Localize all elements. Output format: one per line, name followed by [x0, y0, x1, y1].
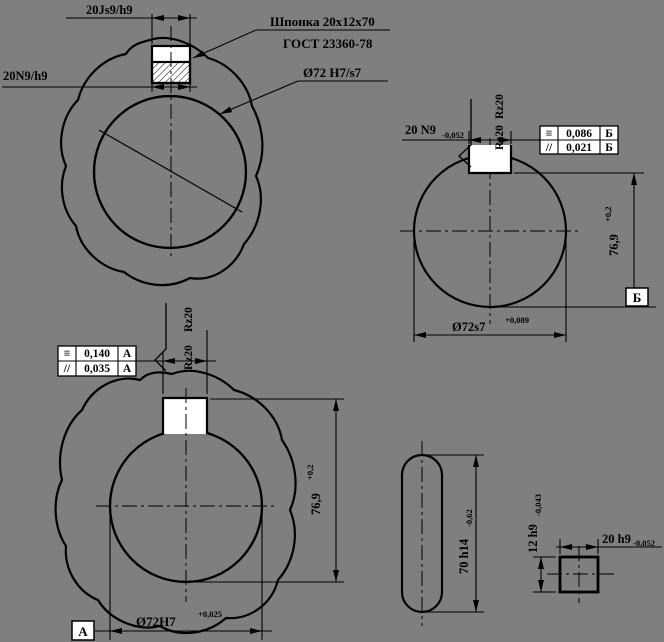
shaft-slot-fit-label: 20N9/h9 [3, 69, 47, 83]
parallelism-datum: Б [605, 142, 613, 154]
datum-box [625, 287, 649, 307]
hub-view: ≡ 0,140 А // 0,035 А Rz20 Rz20 76,9 +0,2… [54, 303, 344, 641]
parallelism-value: 0,035 [84, 363, 110, 375]
shaft-keyway-border [467, 145, 513, 175]
datum-letter: А [78, 624, 88, 639]
parallelism-symbol: // [545, 142, 553, 154]
key-height: 12 h9 [526, 524, 540, 553]
roughness-mark-icon [458, 99, 472, 168]
key-section-view: 12 h9 -0,043 20 h9 -0,052 [526, 494, 662, 603]
roughness-label: Rz20 [183, 307, 195, 332]
shaft-diameter: Ø72s7 [452, 320, 485, 334]
shaft-slot-width-deviation: -0,052 [442, 130, 464, 140]
parallelism-datum: А [123, 363, 132, 375]
shaft-height-value: 76,9 [607, 234, 621, 256]
key-plan-view: 70 h14 -0,62 [400, 441, 484, 626]
parallelism-symbol: // [63, 363, 71, 375]
symmetry-symbol: ≡ [64, 348, 71, 360]
key-height-deviation: -0,043 [533, 494, 543, 516]
hub-height-deviation: +0,2 [305, 465, 315, 480]
roughness-mark-icon [154, 303, 167, 372]
symmetry-datum: Б [605, 128, 613, 140]
key-length: 70 h14 [457, 538, 471, 574]
shaft-diameter-deviation: +0,089 [505, 315, 529, 325]
symmetry-datum: А [123, 348, 132, 360]
key-designation: Шпонка 20x12x70 [270, 14, 375, 29]
key-standard: ГОСТ 23360-78 [283, 36, 373, 51]
assembly-view: 20Js9/h9 20N9/h9 Шпонка 20x12x70 ГОСТ 23… [2, 3, 390, 287]
key-width-deviation: -0,052 [633, 538, 655, 548]
datum-letter: Б [633, 290, 642, 305]
hub-height-value: 76,9 [309, 493, 323, 515]
roughness-label: Rz20 [494, 94, 506, 119]
shaft-view: 20 N9 -0,052 Rz20 Rz20 ≡ 0,086 Б // 0,02… [400, 94, 656, 342]
key-width: 20 h9 [602, 532, 631, 546]
shaft-section-hatched [92, 94, 248, 250]
parallelism-value: 0,021 [566, 142, 592, 154]
roughness-label: Rz20 [494, 125, 506, 150]
hub-diameter: Ø72H7 [136, 614, 176, 629]
hub-keyway [163, 398, 207, 434]
leader-line [192, 29, 257, 59]
hub-keyway-border [161, 396, 209, 434]
shaft-slot-width: 20 N9 [405, 123, 436, 137]
hub-diameter-deviation: +0,025 [198, 609, 222, 619]
symmetry-symbol: ≡ [546, 128, 553, 140]
symmetry-value: 0,140 [84, 348, 110, 360]
shaft-keyway [469, 145, 511, 173]
leader-line [219, 80, 299, 115]
bore-fit-label: Ø72 H7/s7 [303, 65, 362, 80]
key-length-deviation: -0,62 [464, 509, 474, 527]
symmetry-value: 0,086 [566, 128, 592, 140]
roughness-label: Rz20 [183, 345, 195, 370]
shaft-height-deviation: +0,2 [603, 207, 613, 222]
hub-slot-fit-label: 20Js9/h9 [86, 3, 133, 17]
datum-box [71, 620, 95, 641]
